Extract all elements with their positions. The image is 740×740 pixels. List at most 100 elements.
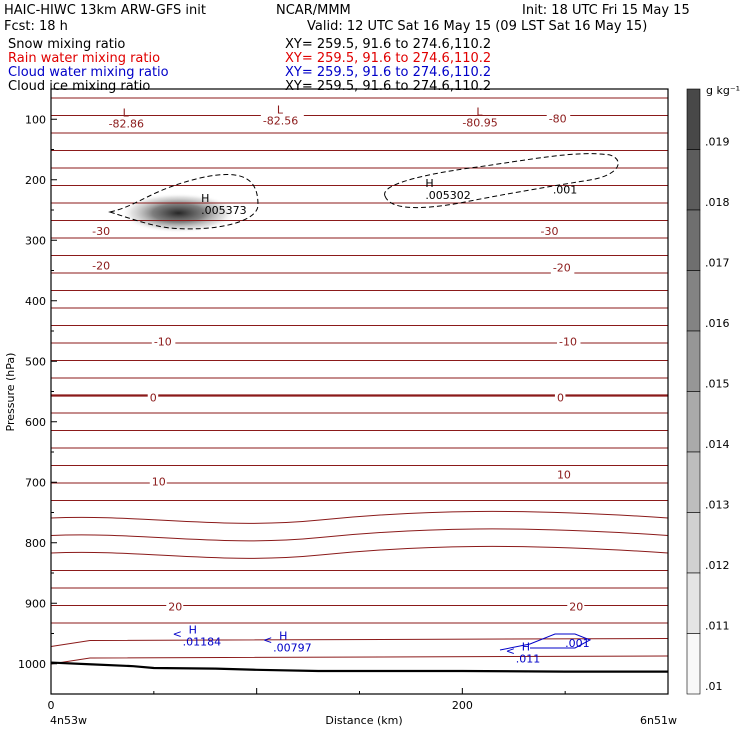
colorbar-label: .01	[705, 680, 723, 693]
colorbar-label: .016	[705, 317, 730, 330]
isotherm-low-mark: L	[476, 105, 483, 118]
isotherm-label-bg	[90, 225, 114, 238]
isotherm-label-bg	[567, 600, 585, 613]
colorbar-label: .018	[705, 196, 730, 209]
isotherm-label-bg	[260, 114, 304, 127]
x-endpoint-right: 6n51w	[640, 714, 677, 727]
cloud-water-max-label: .00797	[273, 642, 312, 655]
colorbar-segment	[686, 270, 701, 332]
isotherm-label-bg	[460, 116, 504, 129]
isotherm	[50, 638, 669, 647]
isotherm-label: -30	[540, 225, 558, 238]
cloud-water-max-mark: H	[189, 624, 197, 637]
field-name-snow: Snow mixing ratio	[8, 37, 126, 52]
isotherm-label-bg	[106, 117, 150, 130]
ice-max-mark: H	[425, 177, 433, 190]
isotherm	[50, 545, 669, 559]
colorbar-label: .014	[705, 438, 730, 451]
ice-max-label: .005302	[425, 189, 471, 202]
isotherm-label: -30	[92, 225, 110, 238]
isotherm-label: -80	[549, 113, 567, 126]
y-axis-label: Pressure (hPa)	[4, 353, 17, 432]
isotherm-label: -80.95	[462, 116, 497, 129]
isotherm-label-bg	[546, 112, 571, 125]
center-name: NCAR/MMM	[276, 3, 351, 18]
field-xy-cloud-ice: XY= 259.5, 91.6 to 274.6,110.2	[285, 79, 492, 94]
field-xy-cloud-water: XY= 259.5, 91.6 to 274.6,110.2	[285, 65, 492, 80]
isotherm-label: -20	[553, 262, 571, 275]
colorbar-segment	[686, 572, 701, 634]
cloud-water-max-mark: H	[522, 640, 530, 653]
init-time: Init: 18 UTC Fri 15 May 15	[522, 3, 690, 18]
colorbar-segment	[686, 209, 701, 271]
colorbar-label: .015	[705, 378, 730, 391]
colorbar-segment	[686, 330, 701, 392]
colorbar-segment	[686, 451, 701, 513]
model-title: HAIC-HIWC 13km ARW-GFS init	[4, 3, 206, 18]
cloud-ice-contour	[384, 153, 619, 209]
isotherm-label: 10	[557, 468, 571, 481]
colorbar-label: .017	[705, 257, 730, 270]
field-name-rain: Rain water mixing ratio	[8, 51, 161, 66]
isotherm-label-bg	[554, 391, 566, 404]
cloud-water-arrow: <	[263, 634, 272, 647]
colorbar-segment	[686, 391, 701, 453]
isotherm-label: 20	[569, 600, 583, 613]
isotherm-label: -10	[154, 335, 172, 348]
isotherm-label: 10	[152, 476, 166, 489]
isotherm-label: -20	[92, 260, 110, 273]
colorbar-label: .013	[705, 499, 730, 512]
isotherm	[50, 510, 669, 524]
isotherm-label: 0	[150, 392, 157, 405]
cloud-ice-contour	[108, 174, 259, 230]
y-tick-label: 400	[25, 295, 46, 308]
cloud-water-arrow: <	[506, 644, 515, 657]
valid-time: Valid: 12 UTC Sat 16 May 15 (09 LST Sat …	[307, 19, 648, 34]
ice-max-label: .001	[553, 183, 578, 196]
isotherm-label-bg	[151, 335, 176, 348]
colorbar-label: .011	[705, 620, 730, 633]
colorbar-segment	[686, 512, 701, 574]
ice-max-mark: H	[201, 192, 209, 205]
forecast-hour: Fcst: 18 h	[4, 19, 68, 34]
y-tick-label: 900	[25, 597, 46, 610]
x-endpoint-left: 4n53w	[50, 714, 87, 727]
y-tick-label: 1000	[18, 658, 46, 671]
isotherm	[50, 655, 669, 665]
isotherm-label-bg	[550, 261, 575, 274]
isotherm-label: 20	[168, 600, 182, 613]
x-axis-label: Distance (km)	[325, 714, 402, 727]
isotherm-low-mark: L	[277, 103, 284, 116]
isotherm-label-bg	[90, 259, 114, 272]
field-xy-snow: XY= 259.5, 91.6 to 274.6,110.2	[285, 37, 492, 52]
x-tick-label: 0	[48, 699, 55, 712]
y-tick-label: 200	[25, 174, 46, 187]
y-tick-label: 800	[25, 537, 46, 550]
y-tick-label: 500	[25, 355, 46, 368]
isotherm	[50, 528, 669, 542]
isotherm-label-bg	[147, 391, 159, 404]
field-name-cloud-ice: Cloud ice mixing ratio	[8, 79, 151, 94]
cloud-water-max-label: .001	[565, 637, 590, 650]
isotherm-label: 0	[557, 392, 564, 405]
x-tick-label: 200	[452, 699, 473, 712]
ice-max-label: .005373	[201, 204, 247, 217]
cloud-water-max-label: .011	[516, 652, 541, 665]
field-xy-rain: XY= 259.5, 91.6 to 274.6,110.2	[285, 51, 492, 66]
isotherm-label-bg	[166, 600, 184, 613]
colorbar-segment	[686, 633, 701, 695]
colorbar-segment	[686, 149, 701, 211]
isotherm-label-bg	[149, 475, 167, 488]
cloud-water-max-label: .01184	[183, 636, 222, 649]
isotherm-label-bg	[538, 225, 562, 238]
terrain-line	[50, 661, 668, 673]
isotherm-label: -10	[559, 335, 577, 348]
cloud-water-contour	[499, 633, 592, 651]
colorbar-segment	[686, 88, 701, 150]
cloud-water-arrow: <	[173, 628, 182, 641]
isotherm-label-bg	[554, 468, 572, 481]
y-tick-label: 300	[25, 234, 46, 247]
cloud-water-max-mark: H	[279, 630, 287, 643]
isotherm-label: -82.86	[109, 118, 144, 131]
